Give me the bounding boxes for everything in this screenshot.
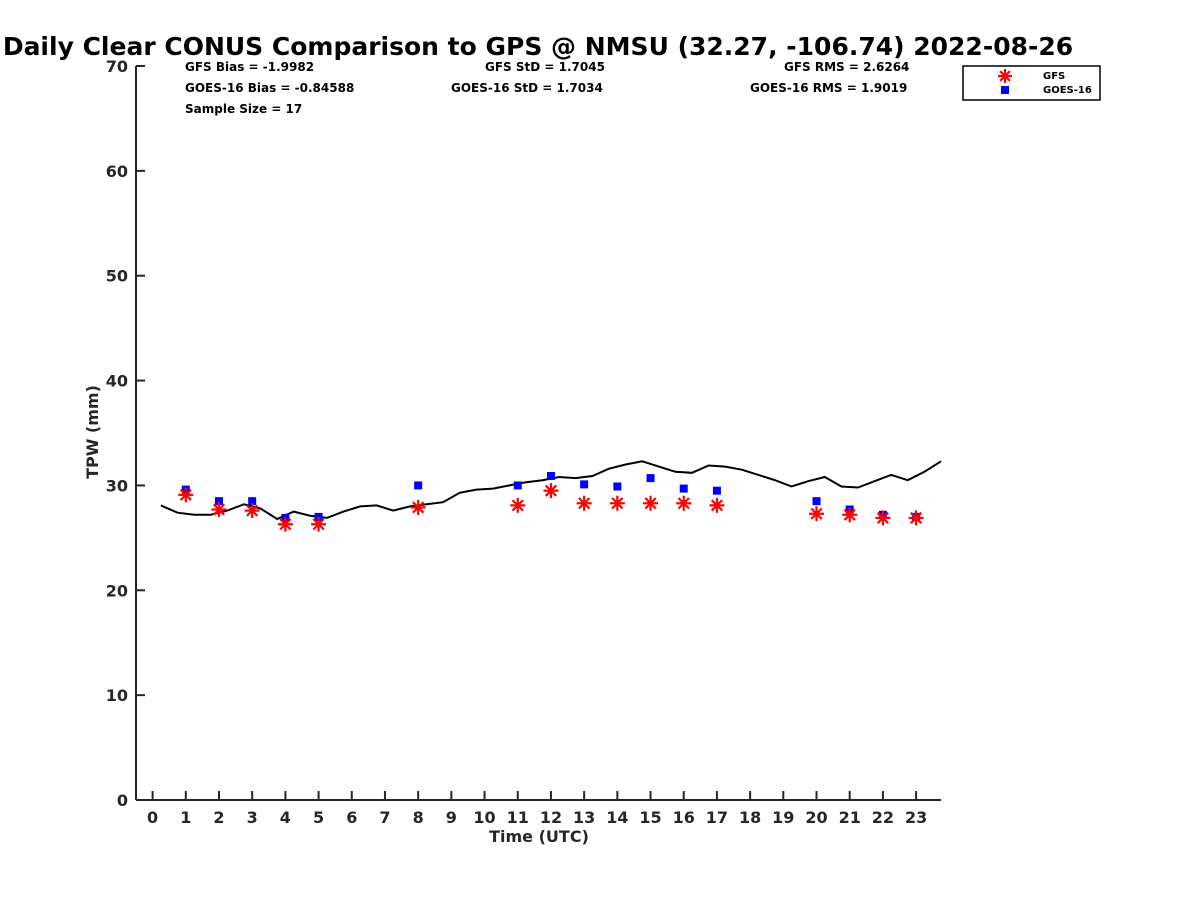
goes16-point: [812, 497, 821, 506]
gfs-point: [676, 495, 692, 511]
statistics-block: GFS Bias = -1.9982 GFS StD = 1.7045 GFS …: [185, 60, 909, 116]
gfs-point: [842, 507, 858, 523]
gfs-point: [643, 495, 659, 511]
gfs-point: [178, 487, 194, 503]
gfs-point: [510, 497, 526, 513]
x-tick-label: 21: [839, 808, 861, 827]
x-tick-label: 18: [739, 808, 761, 827]
y-tick-label: 50: [106, 267, 128, 286]
gfs-point: [908, 510, 924, 526]
x-tick-label: 5: [313, 808, 324, 827]
x-tick-label: 17: [706, 808, 728, 827]
goes16-point: [679, 484, 688, 493]
gfs-rms-stat: GFS RMS = 2.6264: [784, 60, 909, 74]
goes16-point: [248, 497, 257, 506]
x-tick-label: 7: [379, 808, 390, 827]
x-tick-label: 12: [540, 808, 562, 827]
y-tick-label: 70: [106, 57, 128, 76]
gfs-point: [576, 495, 592, 511]
legend-gfs-label: GFS: [1043, 71, 1065, 82]
gfs-series: [178, 483, 924, 532]
legend: GFS GOES-16: [962, 65, 1101, 101]
goes16-point: [513, 481, 522, 490]
y-tick-label: 60: [106, 162, 128, 181]
legend-box: [962, 65, 1101, 101]
x-tick-label: 19: [772, 808, 794, 827]
x-tick-label: 11: [507, 808, 529, 827]
y-tick-label: 20: [106, 581, 128, 600]
y-tick-label: 10: [106, 686, 128, 705]
y-tick-label: 0: [117, 791, 128, 810]
goes16-point: [646, 474, 655, 483]
x-tick-label: 22: [872, 808, 894, 827]
gfs-point: [875, 510, 891, 526]
x-tick-label: 4: [280, 808, 291, 827]
gfs-point: [410, 499, 426, 515]
x-tick-label: 16: [673, 808, 695, 827]
gfs-point: [543, 483, 559, 499]
legend-goes16-label: GOES-16: [1043, 85, 1092, 96]
gfs-std-stat: GFS StD = 1.7045: [485, 60, 605, 74]
x-tick-label: 10: [473, 808, 495, 827]
x-tick-label: 3: [247, 808, 258, 827]
gfs-point: [277, 516, 293, 532]
x-tick-label: 20: [805, 808, 827, 827]
sample-size-stat: Sample Size = 17: [185, 102, 302, 116]
x-tick-label: 8: [413, 808, 424, 827]
y-tick-label: 40: [106, 372, 128, 391]
gfs-point: [244, 503, 260, 519]
x-tick-label: 6: [346, 808, 357, 827]
legend-gfs-asterisk: [998, 69, 1012, 83]
gfs-point: [211, 502, 227, 518]
goes16-point: [214, 497, 223, 506]
x-tick-label: 0: [147, 808, 158, 827]
goes16-std-stat: GOES-16 StD = 1.7034: [451, 81, 603, 95]
x-tick-label: 13: [573, 808, 595, 827]
x-tick-label: 15: [639, 808, 661, 827]
x-tick-label: 2: [213, 808, 224, 827]
x-tick-label: 14: [606, 808, 628, 827]
goes16-bias-stat: GOES-16 Bias = -0.84588: [185, 81, 354, 95]
goes16-point: [546, 471, 555, 480]
gfs-point: [311, 516, 327, 532]
gfs-point: [809, 506, 825, 522]
gfs-bias-stat: GFS Bias = -1.9982: [185, 60, 314, 74]
gfs-point: [709, 497, 725, 513]
goes16-point: [613, 482, 622, 491]
goes16-point: [712, 486, 721, 495]
y-axis-label: TPW (mm): [83, 385, 102, 479]
x-tick-label: 9: [446, 808, 457, 827]
legend-goes16-marker: [1001, 86, 1009, 94]
chart-title: Daily Clear CONUS Comparison to GPS @ NM…: [3, 32, 1073, 61]
x-tick-label: 1: [180, 808, 191, 827]
goes16-point: [414, 481, 423, 490]
legend-gfs-marker: [998, 69, 1012, 83]
y-tick-label: 30: [106, 476, 128, 495]
goes16-point: [580, 480, 589, 489]
goes16-rms-stat: GOES-16 RMS = 1.9019: [750, 81, 907, 95]
x-axis-label: Time (UTC): [489, 827, 589, 846]
gfs-point: [609, 495, 625, 511]
x-tick-label: 23: [905, 808, 927, 827]
